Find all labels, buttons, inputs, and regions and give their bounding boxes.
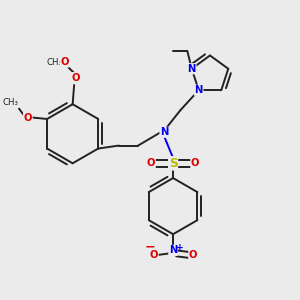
- Text: N: N: [160, 127, 168, 137]
- Text: S: S: [169, 157, 178, 170]
- Text: O: O: [191, 158, 200, 168]
- Text: O: O: [150, 250, 158, 260]
- Text: N: N: [169, 245, 177, 255]
- Text: +: +: [176, 243, 183, 252]
- Text: O: O: [24, 112, 32, 122]
- Text: O: O: [147, 158, 155, 168]
- Text: N: N: [188, 64, 196, 74]
- Text: CH₃: CH₃: [2, 98, 18, 107]
- Text: O: O: [60, 57, 69, 67]
- Text: O: O: [71, 73, 80, 82]
- Text: O: O: [189, 250, 197, 260]
- Text: CH₃: CH₃: [46, 58, 62, 68]
- Text: N: N: [194, 85, 203, 95]
- Text: −: −: [145, 241, 156, 254]
